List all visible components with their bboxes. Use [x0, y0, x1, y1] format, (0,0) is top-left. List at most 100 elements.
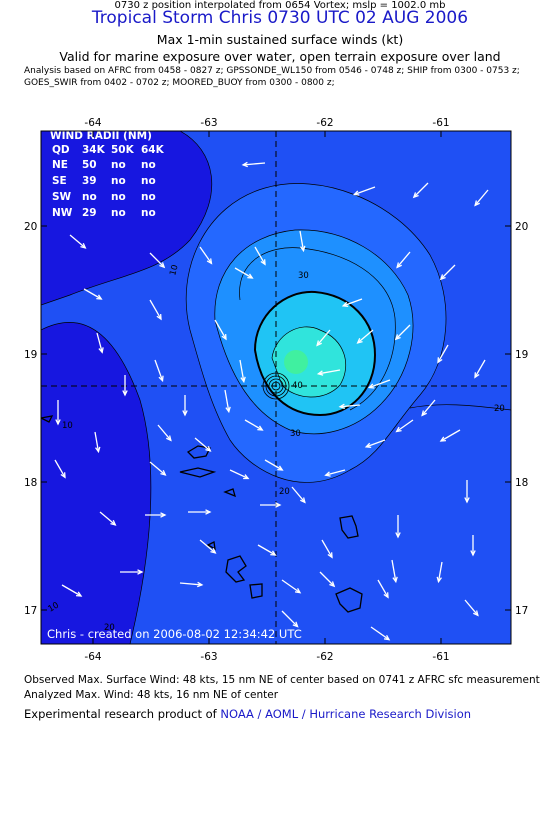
lat-label-left: 17 — [24, 605, 37, 617]
wind-arrow — [369, 379, 391, 389]
wind-arrow — [396, 251, 411, 268]
wind-arrow — [194, 437, 211, 452]
contour-label: 10 — [168, 264, 180, 277]
contour-line-34kt — [253, 290, 377, 417]
wind-radii-header-64k: 64K — [141, 144, 165, 156]
wind-radii-value: 50 — [82, 159, 97, 171]
wind-arrow-head — [292, 621, 299, 628]
wind-arrow-head — [300, 245, 306, 253]
wind-arrow-head — [352, 190, 360, 196]
lon-label-top: -62 — [316, 117, 333, 129]
land-outlines — [41, 415, 363, 613]
analysis-sources-line-1: Analysis based on AFRC from 0458 - 0827 … — [24, 66, 520, 76]
wind-arrow-head — [394, 334, 401, 341]
wind-arrow — [179, 582, 202, 586]
wind-arrow-head — [324, 471, 331, 477]
max-wind-core — [284, 350, 308, 374]
wind-arrow-head — [197, 581, 204, 588]
wind-arrow-head — [110, 520, 117, 526]
wind-arrow-head — [166, 435, 172, 442]
lon-label-bottom: -63 — [200, 651, 217, 660]
wind-arrow — [96, 332, 103, 353]
wind-arrow — [396, 419, 414, 433]
map-frame — [40, 130, 512, 645]
contour-band-below-10-southwest — [41, 322, 151, 644]
wind-arrow-head — [338, 403, 345, 410]
wind-arrow-head — [275, 502, 282, 508]
wind-arrow — [319, 571, 335, 587]
wind-arrow — [149, 252, 165, 268]
wind-arrow — [318, 369, 341, 375]
wind-arrow-head — [247, 273, 254, 279]
wind-arrow — [321, 539, 333, 558]
wind-arrow — [83, 288, 102, 300]
wind-arrow — [229, 469, 249, 480]
wind-arrow — [69, 234, 86, 249]
wind-arrow-head — [395, 426, 402, 433]
lon-label-bottom: -64 — [84, 651, 101, 660]
position-note: 0730 z position interpolated from 0654 V… — [114, 0, 446, 11]
wind-arrow — [421, 399, 436, 416]
wind-arrow-head — [439, 436, 446, 442]
wind-vectors — [54, 161, 489, 641]
wind-arrow-head — [225, 406, 231, 414]
map-title: Tropical Storm Chris 0730 UTC 02 AUG 200… — [91, 8, 469, 28]
wind-radii-table: WIND RADII (NM) QD 34K 50K 64K NE 50 no … — [50, 130, 165, 219]
analysis-sources-line-2: GOES_SWIR from 0402 - 0702 z; MOORED_BUO… — [24, 78, 335, 88]
wind-arrow — [299, 230, 305, 251]
wind-arrow-head — [316, 340, 322, 347]
wind-field-map: 10 30 20 20 30 40 10 10 20 WIND RADII (N… — [24, 117, 528, 660]
wind-contour-fill — [41, 131, 511, 644]
wind-arrow-head — [270, 550, 277, 556]
wind-arrow-head — [159, 262, 166, 269]
wind-radii-value: no — [111, 159, 126, 171]
contour-label: 40 — [292, 381, 303, 391]
wind-arrow-head — [221, 334, 227, 341]
wind-arrow — [199, 539, 216, 554]
wind-arrow-head — [383, 634, 391, 641]
wind-radii-value: no — [141, 207, 156, 219]
wind-arrow — [154, 359, 164, 381]
lon-label-bottom: -61 — [432, 651, 449, 660]
analyzed-max-wind: Analyzed Max. Wind: 48 kts, 16 nm NE of … — [24, 689, 279, 701]
wind-arrow — [199, 246, 213, 264]
wind-arrow-head — [206, 258, 213, 265]
wind-radii-title: WIND RADII (NM) — [50, 130, 152, 142]
map-subtitle: Max 1-min sustained surface winds (kt) — [156, 32, 404, 47]
wind-arrow — [291, 486, 306, 503]
wind-arrow-head — [316, 370, 324, 376]
wind-arrow — [61, 584, 82, 597]
wind-arrow — [365, 439, 386, 448]
wind-arrow — [264, 459, 283, 471]
wind-arrow — [243, 162, 266, 166]
wind-arrow — [316, 329, 331, 346]
wind-arrow — [281, 610, 299, 628]
wind-arrow-head — [137, 569, 144, 575]
wind-arrow — [157, 424, 172, 441]
hrd-link[interactable]: NOAA / AOML / Hurricane Research Divisio… — [220, 707, 472, 721]
wind-arrow — [244, 419, 263, 431]
lon-label-top: -61 — [432, 117, 449, 129]
observed-max-wind: Observed Max. Surface Wind: 48 kts, 15 n… — [24, 674, 540, 686]
wind-radii-header-34k: 34K — [82, 144, 106, 156]
wind-arrow — [377, 579, 389, 598]
contour-band-45 — [272, 326, 346, 398]
wind-arrow-head — [80, 243, 87, 249]
wind-arrow-head — [95, 446, 101, 454]
wind-arrow — [257, 544, 276, 556]
lat-label-right: 18 — [515, 477, 528, 489]
wind-arrow — [370, 626, 390, 641]
wind-arrow-head — [98, 347, 104, 354]
wind-arrow — [395, 324, 411, 340]
wind-arrow — [54, 459, 66, 478]
wind-radii-quadrant: SE — [52, 175, 67, 187]
wind-arrow — [325, 469, 346, 476]
lat-label-right: 19 — [515, 349, 528, 361]
wind-arrow-head — [464, 497, 470, 504]
wind-arrow — [281, 579, 301, 594]
wind-arrow-head — [364, 442, 372, 448]
wind-arrow-head — [367, 383, 375, 389]
wind-arrow — [149, 461, 166, 476]
wind-radii-value: no — [111, 207, 126, 219]
wind-arrow — [437, 344, 449, 363]
